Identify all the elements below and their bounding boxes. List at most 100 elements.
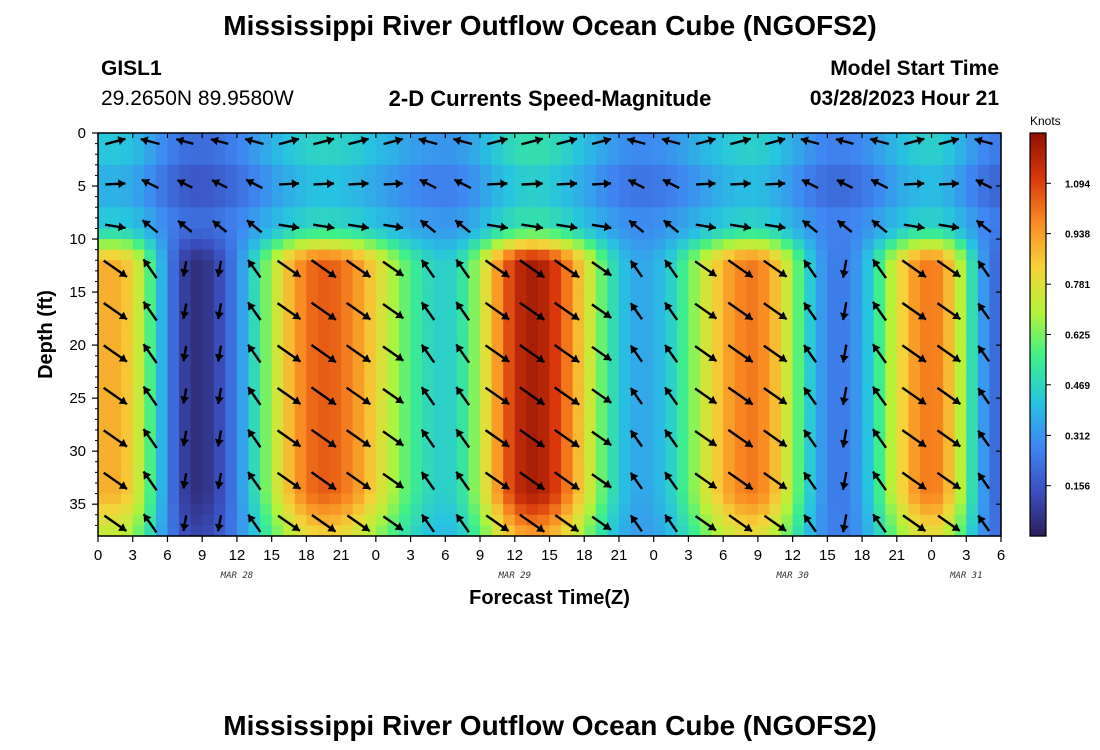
heatmap-cell xyxy=(144,355,157,367)
heatmap-cell xyxy=(514,514,527,526)
heatmap-cell xyxy=(155,376,169,389)
heatmap-cell xyxy=(155,292,169,304)
heatmap-cell xyxy=(815,281,828,293)
heatmap-cell xyxy=(688,239,701,251)
heatmap-cell xyxy=(225,292,238,304)
heatmap-cell xyxy=(109,281,122,293)
heatmap-cell xyxy=(202,292,215,304)
heatmap-cell xyxy=(908,239,921,251)
heatmap-cell xyxy=(179,493,192,505)
heatmap-cell xyxy=(804,376,817,389)
heatmap-cell xyxy=(838,376,852,389)
heatmap-cell xyxy=(98,387,111,399)
heatmap-cell xyxy=(260,133,273,145)
heatmap-cell xyxy=(908,334,921,346)
heatmap-cell xyxy=(329,239,342,251)
heatmap-cell xyxy=(781,260,794,272)
heatmap-cell xyxy=(700,429,713,442)
heatmap-cell xyxy=(514,355,527,367)
heatmap-cell xyxy=(665,217,678,230)
heatmap-cell xyxy=(723,154,736,166)
heatmap-cell xyxy=(804,387,817,399)
heatmap-cell xyxy=(329,302,342,314)
heatmap-cell xyxy=(399,514,412,526)
heatmap-cell xyxy=(422,493,435,505)
heatmap-cell xyxy=(364,493,377,505)
heatmap-cell xyxy=(595,207,608,219)
heatmap-cell xyxy=(283,260,296,272)
current-arrow xyxy=(763,514,787,532)
heatmap-cell xyxy=(155,154,169,166)
colorbar-segment xyxy=(1030,468,1046,473)
heatmap-cell xyxy=(769,260,782,272)
heatmap-cell xyxy=(155,143,169,155)
heatmap-cell xyxy=(364,260,377,272)
x-tick-label: 18 xyxy=(298,547,315,564)
heatmap-cell xyxy=(294,408,307,420)
heatmap-cell xyxy=(630,313,643,325)
heatmap-cell xyxy=(665,525,678,537)
heatmap-cell xyxy=(317,355,331,367)
heatmap-cell xyxy=(734,387,747,399)
heatmap-cell xyxy=(769,345,782,357)
heatmap-cell xyxy=(352,472,365,484)
heatmap-cell xyxy=(179,376,192,389)
current-arrow xyxy=(556,222,578,232)
heatmap-cell xyxy=(919,186,933,198)
heatmap-cell xyxy=(248,270,261,283)
heatmap-cell xyxy=(630,514,643,526)
heatmap-cell xyxy=(456,366,470,378)
heatmap-cell xyxy=(919,376,933,389)
heatmap-cell xyxy=(526,472,539,484)
heatmap-cell xyxy=(317,260,331,272)
heatmap-cell xyxy=(491,239,504,251)
heatmap-cell xyxy=(862,164,875,177)
colorbar-segment xyxy=(1030,529,1046,534)
heatmap-cell xyxy=(792,164,805,177)
heatmap-cell xyxy=(456,302,470,314)
heatmap-cell xyxy=(642,376,655,389)
heatmap-cell xyxy=(433,323,446,336)
heatmap-cell xyxy=(815,355,828,367)
current-arrow xyxy=(347,222,369,232)
heatmap-cell xyxy=(954,186,967,198)
heatmap-cell xyxy=(410,164,423,177)
heatmap-cell xyxy=(977,408,991,420)
heatmap-cell xyxy=(491,482,504,495)
heatmap-cell xyxy=(399,504,412,516)
heatmap-cell xyxy=(456,217,470,230)
current-arrow xyxy=(763,302,788,321)
heatmap-cell xyxy=(132,217,145,230)
heatmap-cell xyxy=(236,451,250,463)
heatmap-cell xyxy=(989,440,1002,452)
heatmap-cell xyxy=(317,292,331,304)
heatmap-cell xyxy=(155,366,169,378)
heatmap-cell xyxy=(989,292,1002,304)
heatmap-cell xyxy=(410,419,423,431)
heatmap-cell xyxy=(595,366,608,378)
heatmap-cell xyxy=(723,217,736,230)
current-arrow xyxy=(420,471,436,491)
heatmap-cell xyxy=(618,164,632,177)
heatmap-cell xyxy=(792,451,805,463)
heatmap-cell xyxy=(294,440,307,452)
heatmap-cell xyxy=(734,472,747,484)
heatmap-cell xyxy=(642,228,655,240)
heatmap-cell xyxy=(908,260,921,272)
heatmap-cell xyxy=(862,196,875,208)
heatmap-cell xyxy=(919,451,933,463)
heatmap-cell xyxy=(468,355,481,367)
heatmap-cell xyxy=(271,175,284,187)
heatmap-cell xyxy=(456,376,470,389)
colorbar-segment xyxy=(1030,149,1046,154)
heatmap-cell xyxy=(526,196,539,208)
heatmap-cell xyxy=(989,366,1002,378)
heatmap-cell xyxy=(236,472,250,484)
heatmap-cell xyxy=(584,461,597,473)
heatmap-cell xyxy=(804,419,817,431)
heatmap-cell xyxy=(572,292,585,304)
heatmap-cell xyxy=(456,143,470,155)
heatmap-cell xyxy=(607,398,620,410)
heatmap-cell xyxy=(225,345,238,357)
heatmap-cell xyxy=(862,451,875,463)
